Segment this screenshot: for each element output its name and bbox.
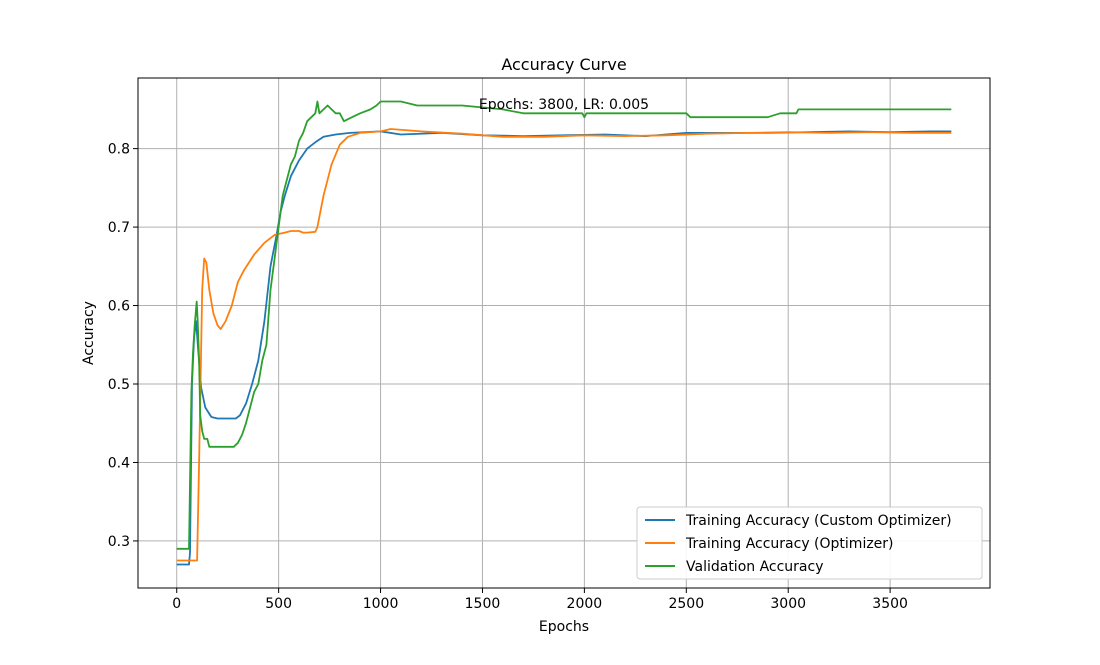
y-tick-label: 0.4 xyxy=(108,455,130,471)
plot-frame xyxy=(137,77,991,589)
y-tick-label: 0.7 xyxy=(108,220,130,236)
legend-box xyxy=(636,506,983,580)
grid xyxy=(138,78,990,588)
y-tick-label: 0.8 xyxy=(108,142,130,158)
x-tick-label: 1500 xyxy=(465,596,501,612)
y-tick-label: 0.3 xyxy=(108,534,130,550)
x-tick-label: 2500 xyxy=(668,596,704,612)
y-tick-label: 0.6 xyxy=(108,299,130,315)
series-line-1 xyxy=(176,130,952,566)
series-lines xyxy=(176,100,952,566)
x-tick-label: 1000 xyxy=(363,596,399,612)
x-axis-label: Epochs xyxy=(539,619,589,635)
x-tick-label: 0 xyxy=(172,596,181,612)
chart-annotation: Epochs: 3800, LR: 0.005 xyxy=(479,97,649,113)
series-line-3 xyxy=(176,100,952,550)
legend-label-1: Training Accuracy (Custom Optimizer) xyxy=(685,513,952,529)
x-tick-label: 3500 xyxy=(872,596,908,612)
legend-label-2: Training Accuracy (Optimizer) xyxy=(685,536,894,552)
axis-ticks: 0 500 1000 1500 2000 2500 3000 3500 0.3 0.4 0.5 0.6… xyxy=(108,142,908,612)
x-tick-label: 500 xyxy=(265,596,292,612)
x-tick-label: 2000 xyxy=(567,596,603,612)
y-axis-label: Accuracy xyxy=(81,301,97,365)
legend-label-3: Validation Accuracy xyxy=(686,559,824,575)
y-tick-label: 0.5 xyxy=(108,377,130,393)
series-line-2 xyxy=(176,128,952,562)
x-tick-label: 3000 xyxy=(770,596,806,612)
legend: Training Accuracy (Custom Optimizer) Trai… xyxy=(636,506,983,580)
chart-title: Accuracy Curve xyxy=(501,55,626,74)
